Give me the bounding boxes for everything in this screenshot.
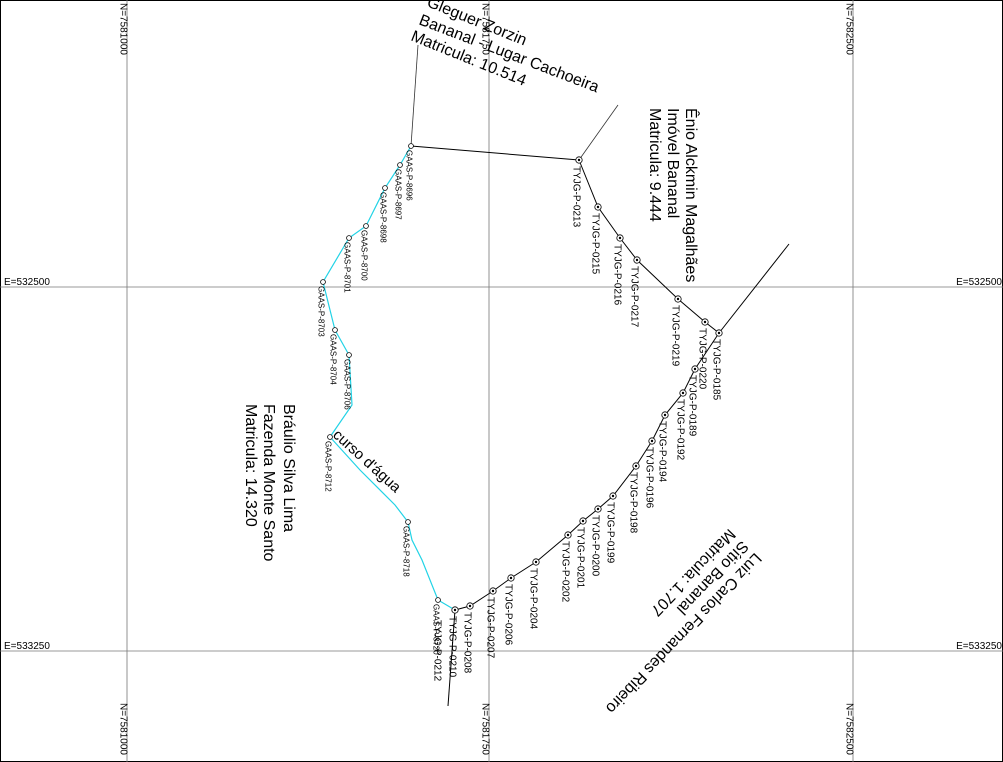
boundary-point-center [650,439,654,443]
stream-point [397,162,403,168]
boundary-point-center [577,158,581,162]
point-label: GAAS-P-8712 [323,441,332,492]
point-label: TYJG-P-0194 [657,421,668,483]
grid-label: E=532500 [4,277,50,288]
point-label: GAAS-P-8720 [431,604,440,655]
point-label: TYJG-P-0185 [711,339,722,401]
owner-name: Ênio Alckmin Magalhães [682,108,701,282]
point-label: TYJG-P-0210 [447,616,458,678]
point-label: GAAS-P-8698 [378,192,387,243]
boundary-point-center [618,236,622,240]
stream-point [405,519,411,525]
boundary-line [410,145,580,161]
point-label: GAAS-P-8700 [359,230,368,281]
point-label: GAAS-P-8701 [342,242,351,293]
boundary-point-center [534,560,538,564]
point-label: TYJG-P-0215 [590,213,601,275]
boundary-point-center [491,589,495,593]
boundary-point-center [676,297,680,301]
point-label: TYJG-P-0206 [503,584,514,646]
grid-label: N=7581750 [480,3,491,55]
boundary-point-center [681,391,685,395]
point-label: GAAS-P-8703 [316,286,325,337]
leader-line [410,44,419,147]
owner-name: Bráulio Silva Lima [280,404,297,532]
boundary-line [447,609,456,707]
stream-point [435,597,441,603]
boundary-point-center [703,320,707,324]
stream-point [382,185,388,191]
owner-registry: Matricula: 9.444 [646,108,663,222]
boundary-point-center [453,608,457,612]
owner-label: Ênio Alckmin Magalhães Imóvel Bananal Ma… [646,108,701,282]
grid-label: N=7581750 [480,703,491,755]
stream-point [408,143,414,149]
stream-line [322,145,456,611]
boundary-point-center [596,205,600,209]
boundary-point-center [509,576,513,580]
point-label: TYJG-P-0208 [462,612,473,674]
boundary-point-center [468,604,472,608]
point-label: TYJG-P-0216 [612,244,623,306]
boundary-point-center [581,519,585,523]
grid-label: E=533250 [4,641,50,652]
point-label: GAAS-P-8718 [401,526,410,577]
boundary-line [718,243,790,334]
boundary-point-center [634,464,638,468]
point-label: GAAS-P-8706 [342,359,351,410]
grid-label: N=7581000 [118,3,129,55]
stream-point [346,235,352,241]
boundary-point-center [566,533,570,537]
point-label: GAAS-P-8697 [393,169,402,220]
stream-point [320,279,326,285]
point-label: TYJG-P-0200 [590,515,601,577]
boundary-point-center [611,494,615,498]
owner-property: Imóvel Bananal [664,108,681,218]
owner-registry: Matricula: 14.320 [242,404,259,527]
point-label: TYJG-P-0192 [675,399,686,461]
grid-label: N=7582500 [844,3,855,55]
owner-property: Fazenda Monte Santo [260,404,277,562]
point-label: TYJG-P-0196 [644,447,655,509]
point-label: TYJG-P-0212 [432,620,443,682]
boundary-point-center [635,258,639,262]
grid-label: N=7581000 [118,703,129,755]
boundary-point-center [693,367,697,371]
point-label: TYJG-P-0213 [571,166,582,228]
stream-point [332,327,338,333]
point-label: TYJG-P-0217 [629,266,640,328]
point-label: GAAS-P-8704 [328,334,337,385]
grid-label: E=532500 [956,277,1002,288]
stream-point [327,434,333,440]
owner-label: Bráulio Silva Lima Fazenda Monte Santo M… [242,404,297,562]
stream-point [346,352,352,358]
point-label: TYJG-P-0220 [697,328,708,390]
boundary-point-center [717,331,721,335]
point-label: TYJG-P-0199 [605,502,616,564]
stream-point [363,223,369,229]
grid-label: N=7582500 [844,703,855,755]
point-label: TYJG-P-0207 [485,597,496,659]
boundary-point-center [596,507,600,511]
point-label: TYJG-P-0202 [560,541,571,603]
leader-line [578,104,619,161]
point-label: TYJG-P-0189 [687,375,698,437]
boundary-point-center [663,413,667,417]
point-label: TYJG-P-0219 [670,305,681,367]
point-label: TYJG-P-0204 [528,568,539,630]
point-label: TYJG-P-0198 [628,472,639,534]
point-label: GAAS-P-8696 [404,150,413,201]
point-label: TYJG-P-0201 [575,527,586,589]
grid-label: E=533250 [956,641,1002,652]
